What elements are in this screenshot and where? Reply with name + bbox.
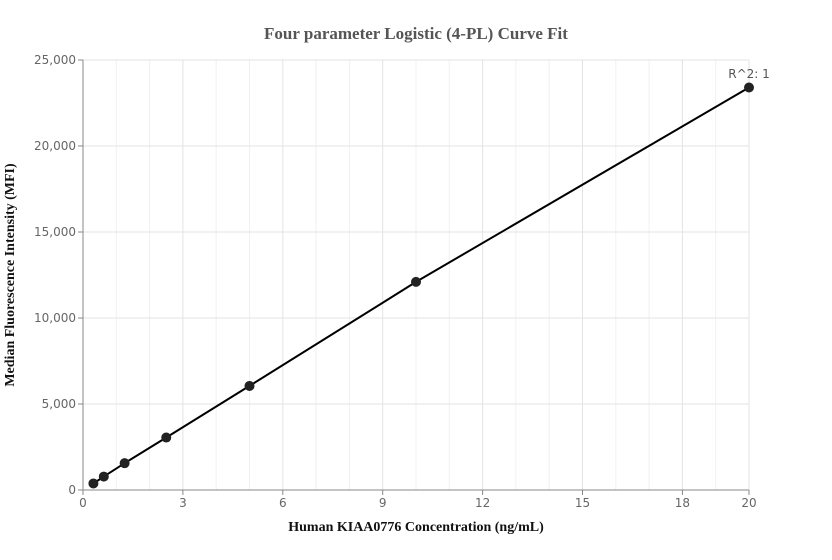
y-tick-label: 25,000	[34, 53, 76, 67]
y-tick-label: 15,000	[34, 225, 76, 239]
r-squared-annotation: R^2: 1	[728, 67, 770, 81]
y-tick-label: 10,000	[34, 311, 76, 325]
x-axis-title: Human KIAA0776 Concentration (ng/mL)	[288, 520, 544, 535]
x-tick-label: 15	[575, 496, 590, 510]
data-point	[244, 380, 255, 391]
x-tick-label: 20	[741, 496, 756, 510]
y-tick-label: 0	[68, 483, 76, 497]
axes	[82, 60, 749, 491]
data-point	[744, 82, 754, 93]
chart-title: Four parameter Logistic (4-PL) Curve Fit	[264, 24, 568, 43]
x-tick-label: 0	[79, 496, 87, 510]
x-tick-label: 6	[279, 496, 287, 510]
y-tick-label: 20,000	[34, 139, 76, 153]
fit-line	[92, 86, 750, 485]
x-ticks: 0 3 6 9 12 15 18 20	[79, 490, 757, 510]
data-point	[98, 471, 109, 482]
y-axis-title: Median Fluorescence Intensity (MFI)	[3, 163, 18, 387]
x-tick-label: 12	[475, 496, 490, 510]
x-tick-label: 9	[379, 496, 387, 510]
data-point	[161, 432, 172, 443]
x-tick-label: 3	[179, 496, 187, 510]
x-tick-label: 18	[675, 496, 690, 510]
y-ticks: 0 5,000 10,000 15,000 20,000 25,000	[34, 53, 83, 497]
data-points	[88, 82, 754, 489]
data-point	[119, 458, 130, 469]
data-point	[411, 276, 421, 287]
data-point	[88, 478, 99, 489]
y-tick-label: 5,000	[42, 397, 76, 411]
grid	[83, 59, 750, 490]
